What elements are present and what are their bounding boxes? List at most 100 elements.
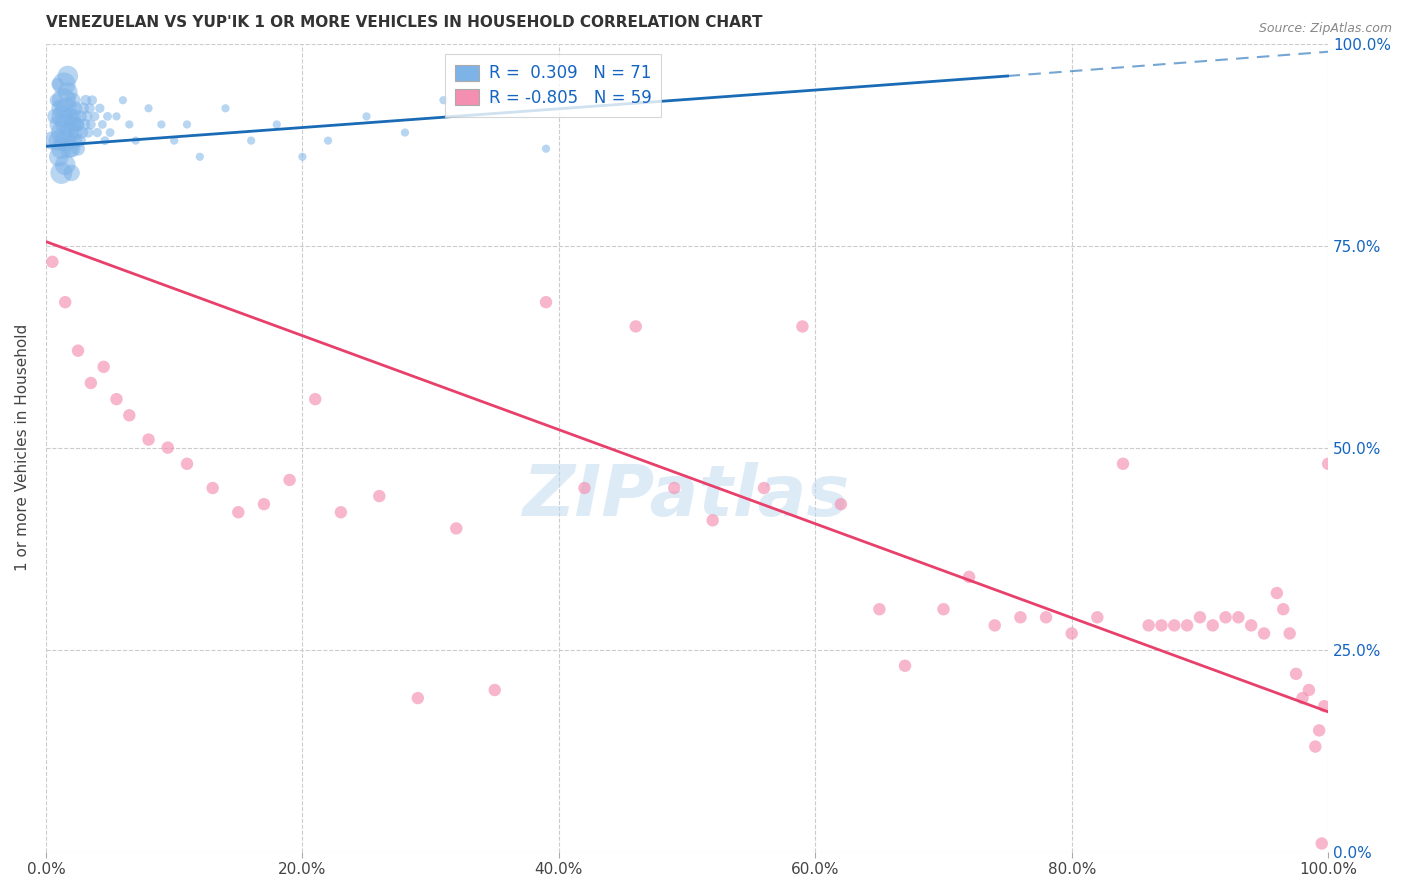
Point — [156, 441, 179, 455]
Point — [51, 166, 73, 180]
Point — [253, 497, 276, 511]
Point — [83, 109, 105, 123]
Point — [56, 85, 79, 99]
Point — [46, 77, 69, 91]
Point — [534, 295, 557, 310]
Point — [62, 118, 84, 132]
Point — [49, 101, 72, 115]
Point — [176, 118, 198, 132]
Point — [957, 570, 980, 584]
Point — [266, 118, 288, 132]
Point — [82, 93, 104, 107]
Point — [1310, 837, 1333, 851]
Legend: R =  0.309   N = 71, R = -0.805   N = 59: R = 0.309 N = 71, R = -0.805 N = 59 — [446, 54, 661, 117]
Point — [73, 118, 96, 132]
Point — [1305, 739, 1327, 754]
Point — [1298, 683, 1320, 698]
Point — [66, 118, 89, 132]
Point — [1215, 610, 1237, 624]
Point — [1202, 618, 1225, 632]
Point — [80, 376, 103, 390]
Point — [1163, 618, 1185, 632]
Point — [52, 77, 75, 91]
Point — [240, 134, 263, 148]
Point — [894, 658, 917, 673]
Point — [1137, 618, 1160, 632]
Point — [868, 602, 890, 616]
Point — [1010, 610, 1032, 624]
Point — [752, 481, 775, 495]
Point — [138, 101, 160, 115]
Point — [56, 69, 79, 83]
Point — [406, 691, 429, 706]
Point — [984, 618, 1007, 632]
Y-axis label: 1 or more Vehicles in Household: 1 or more Vehicles in Household — [15, 324, 30, 571]
Point — [1291, 691, 1313, 706]
Point — [48, 134, 70, 148]
Point — [176, 457, 198, 471]
Point — [58, 142, 80, 156]
Point — [188, 150, 211, 164]
Point — [702, 513, 724, 527]
Point — [484, 93, 506, 107]
Point — [446, 521, 468, 535]
Point — [1085, 610, 1108, 624]
Point — [91, 118, 114, 132]
Point — [79, 101, 101, 115]
Point — [432, 93, 454, 107]
Point — [96, 109, 118, 123]
Point — [125, 134, 148, 148]
Point — [41, 134, 63, 148]
Point — [1112, 457, 1135, 471]
Point — [55, 101, 77, 115]
Point — [65, 101, 87, 115]
Point — [278, 473, 301, 487]
Point — [111, 93, 134, 107]
Point — [62, 93, 84, 107]
Point — [94, 134, 117, 148]
Point — [394, 126, 416, 140]
Point — [52, 109, 75, 123]
Point — [60, 142, 83, 156]
Text: VENEZUELAN VS YUP'IK 1 OR MORE VEHICLES IN HOUSEHOLD CORRELATION CHART: VENEZUELAN VS YUP'IK 1 OR MORE VEHICLES … — [46, 15, 762, 30]
Point — [66, 118, 89, 132]
Point — [1060, 626, 1083, 640]
Point — [66, 142, 89, 156]
Point — [105, 109, 128, 123]
Point — [1308, 723, 1330, 738]
Point — [60, 166, 83, 180]
Point — [55, 118, 77, 132]
Point — [1265, 586, 1288, 600]
Point — [52, 93, 75, 107]
Point — [65, 126, 87, 140]
Text: ZIPatlas: ZIPatlas — [523, 461, 851, 531]
Point — [574, 481, 596, 495]
Text: Source: ZipAtlas.com: Source: ZipAtlas.com — [1258, 22, 1392, 36]
Point — [51, 142, 73, 156]
Point — [70, 126, 93, 140]
Point — [368, 489, 391, 503]
Point — [484, 683, 506, 698]
Point — [48, 118, 70, 132]
Point — [66, 343, 89, 358]
Point — [118, 118, 141, 132]
Point — [792, 319, 814, 334]
Point — [1188, 610, 1211, 624]
Point — [98, 126, 121, 140]
Point — [356, 109, 378, 123]
Point — [80, 118, 103, 132]
Point — [138, 433, 160, 447]
Point — [830, 497, 852, 511]
Point — [118, 409, 141, 423]
Point — [226, 505, 249, 519]
Point — [316, 134, 339, 148]
Point — [53, 158, 76, 172]
Point — [41, 255, 63, 269]
Point — [105, 392, 128, 406]
Point — [1317, 457, 1340, 471]
Point — [45, 93, 67, 107]
Point — [664, 481, 686, 495]
Point — [86, 126, 108, 140]
Point — [304, 392, 326, 406]
Point — [201, 481, 224, 495]
